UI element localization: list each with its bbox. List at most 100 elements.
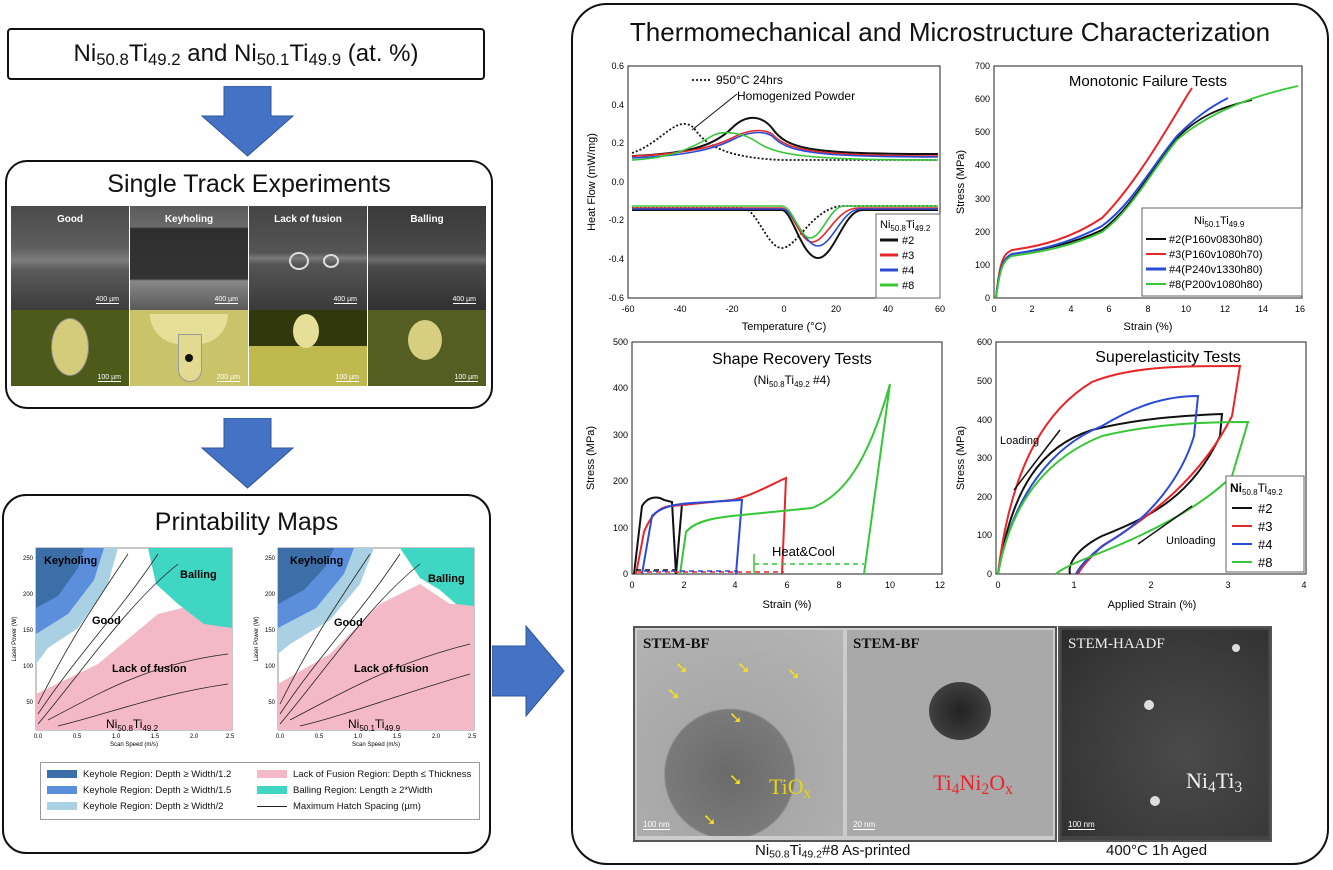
- monotonic-ylabel: Stress (MPa): [955, 150, 967, 214]
- stem-caption-aged: 400°C 1h Aged: [1106, 842, 1208, 859]
- precipitate-marker: ➘: [729, 710, 743, 727]
- fusion-bead: [323, 254, 339, 268]
- svg-text:50: 50: [26, 700, 33, 706]
- precipitate-marker: ➘: [667, 686, 681, 703]
- superelastic-chart: Superelasticity Tests Loading Unloading …: [955, 337, 1307, 611]
- svg-text:2.0: 2.0: [190, 734, 199, 740]
- dsc-curve-4-heat: [631, 131, 939, 159]
- dsc-curve-4-cool: [632, 208, 938, 247]
- svg-text:0.5: 0.5: [73, 734, 82, 740]
- svg-text:Ni50.8Ti49.2: Ni50.8Ti49.2: [1230, 481, 1283, 497]
- svg-text:0.0: 0.0: [611, 177, 624, 187]
- monotonic-curve-3: [995, 87, 1193, 299]
- map-label-keyholing: Keyholing: [44, 555, 97, 567]
- svg-text:4: 4: [732, 580, 737, 590]
- map-yticks: 50 100 150 200 250: [23, 556, 34, 706]
- map-label-lack-of-fusion: Lack of fusion: [354, 663, 429, 675]
- svg-text:-20: -20: [725, 304, 738, 314]
- dsc-curve-3-heat: [631, 129, 939, 157]
- svg-text:0: 0: [987, 569, 992, 579]
- shape-recovery-title: Shape Recovery Tests: [712, 351, 872, 368]
- panel-label-keyholing: Keyholing: [164, 214, 214, 225]
- svg-text:#8: #8: [902, 280, 914, 292]
- svg-text:600: 600: [977, 337, 992, 347]
- svg-text:8: 8: [1145, 304, 1150, 314]
- svg-text:2.5: 2.5: [468, 734, 477, 740]
- svg-text:1.5: 1.5: [393, 734, 402, 740]
- map-label-keyholing: Keyholing: [290, 555, 343, 567]
- keyhole-dark-region: [278, 548, 334, 604]
- svg-text:100: 100: [23, 664, 34, 670]
- svg-text:#4(P240v1330h80): #4(P240v1330h80): [1169, 264, 1263, 276]
- svg-text:2: 2: [681, 580, 686, 590]
- svg-text:0.2: 0.2: [611, 138, 624, 148]
- shape-recovery-chart: Shape Recovery Tests (Ni50.8Ti49.2 #4) H…: [585, 337, 945, 611]
- svg-text:600: 600: [975, 94, 990, 104]
- svg-text:0: 0: [995, 580, 1000, 590]
- svg-text:0: 0: [991, 304, 996, 314]
- map-xticks: 0.0 0.5 1.0 1.5 2.0 2.5: [34, 734, 235, 740]
- scale-bar: 100 µm: [454, 374, 478, 382]
- svg-text:Ni50.1Ti49.9: Ni50.1Ti49.9: [1194, 215, 1245, 229]
- melt-pool: [51, 318, 89, 376]
- svg-text:250: 250: [23, 556, 34, 562]
- map-label-good: Good: [334, 617, 363, 629]
- dsc-annotation-1: 950°C 24hrs: [716, 73, 783, 87]
- keyhole-dark-region: [36, 548, 84, 608]
- single-track-box: Single Track Experiments Good 400 µm Key…: [5, 160, 493, 409]
- map-alloy-label: Ni50.8Ti49.2: [106, 717, 159, 733]
- scale-bar: 400 µm: [452, 296, 476, 304]
- sr-xticks: 0 2 4 6 8 10 12: [629, 580, 945, 590]
- map-ylabel: Laser Power (W): [12, 616, 18, 661]
- precipitate-dot: [1232, 644, 1240, 652]
- map-label-balling: Balling: [180, 569, 217, 581]
- svg-text:0.4: 0.4: [611, 100, 624, 110]
- map-label-balling: Balling: [428, 573, 465, 585]
- stem-aged-frame: STEM-HAADF Ni4Ti3 100 nm: [1058, 626, 1272, 842]
- svg-text:100: 100: [975, 260, 990, 270]
- panel-label-balling: Balling: [410, 214, 444, 225]
- dsc-curve-8-heat: [631, 131, 939, 161]
- printability-map-right: Keyholing Balling Good Lack of fusion Ni…: [254, 547, 477, 748]
- stem-caption-asprinted: Ni50.8Ti49.2#8 As-printed: [755, 842, 911, 861]
- optical-panel-lack-of-fusion: 100 µm: [249, 310, 367, 386]
- fusion-bead: [289, 252, 309, 270]
- optical-panel-keyholing: 200 µm: [130, 310, 248, 386]
- phase-label-ti4ni2ox: Ti4Ni2Ox: [933, 770, 1013, 798]
- svg-text:40: 40: [883, 304, 893, 314]
- map-xticks: 0.0 0.5 1.0 1.5 2.0 2.5: [276, 734, 477, 740]
- sem-panel-lack-of-fusion: Lack of fusion 400 µm: [249, 206, 367, 310]
- svg-text:500: 500: [975, 127, 990, 137]
- sr-ylabel: Stress (MPa): [585, 426, 597, 490]
- right-arrow: [492, 624, 565, 718]
- stem-label: STEM-BF: [853, 636, 920, 652]
- se-curve-4: [997, 394, 1200, 575]
- monotonic-legend: Ni50.1Ti49.9 #2(P160v0830h80) #3(P160v10…: [1141, 207, 1303, 297]
- scale-bar: 100 µm: [335, 374, 359, 382]
- svg-text:#4: #4: [902, 265, 914, 277]
- svg-text:200: 200: [977, 492, 992, 502]
- svg-text:100: 100: [613, 523, 628, 533]
- dsc-curve-dotted-cool: [632, 205, 938, 249]
- monotonic-xticks: 0 2 4 6 8 10 12 14 16: [991, 304, 1305, 314]
- svg-text:0.0: 0.0: [34, 734, 43, 740]
- svg-text:-0.4: -0.4: [608, 254, 624, 264]
- svg-text:12: 12: [1220, 304, 1230, 314]
- svg-text:700: 700: [975, 61, 990, 71]
- svg-text:500: 500: [977, 376, 992, 386]
- dsc-annotation-2: Homogenized Powder: [737, 89, 855, 103]
- monotonic-yticks: 0 100 200 300 400 500 600 700: [975, 61, 990, 303]
- legend-item: Keyhole Region: Depth ≥ Width/2: [47, 801, 223, 812]
- phase-label-tiox: TiOx: [769, 774, 812, 802]
- stem-label: STEM-BF: [643, 636, 710, 652]
- svg-text:6: 6: [784, 580, 789, 590]
- legend-item: Keyhole Region: Depth ≥ Width/1.2: [47, 769, 231, 780]
- dsc-ylabel: Heat Flow (mW/mg): [586, 133, 598, 231]
- svg-text:#4: #4: [1258, 537, 1272, 552]
- sem-panel-keyholing: Keyholing 400 µm: [130, 206, 248, 310]
- precipitate-marker: ➘: [703, 812, 717, 829]
- melt-pool: [293, 314, 319, 348]
- svg-text:#2: #2: [1258, 501, 1272, 516]
- svg-text:10: 10: [1181, 304, 1191, 314]
- precipitate-marker: ➘: [737, 660, 751, 677]
